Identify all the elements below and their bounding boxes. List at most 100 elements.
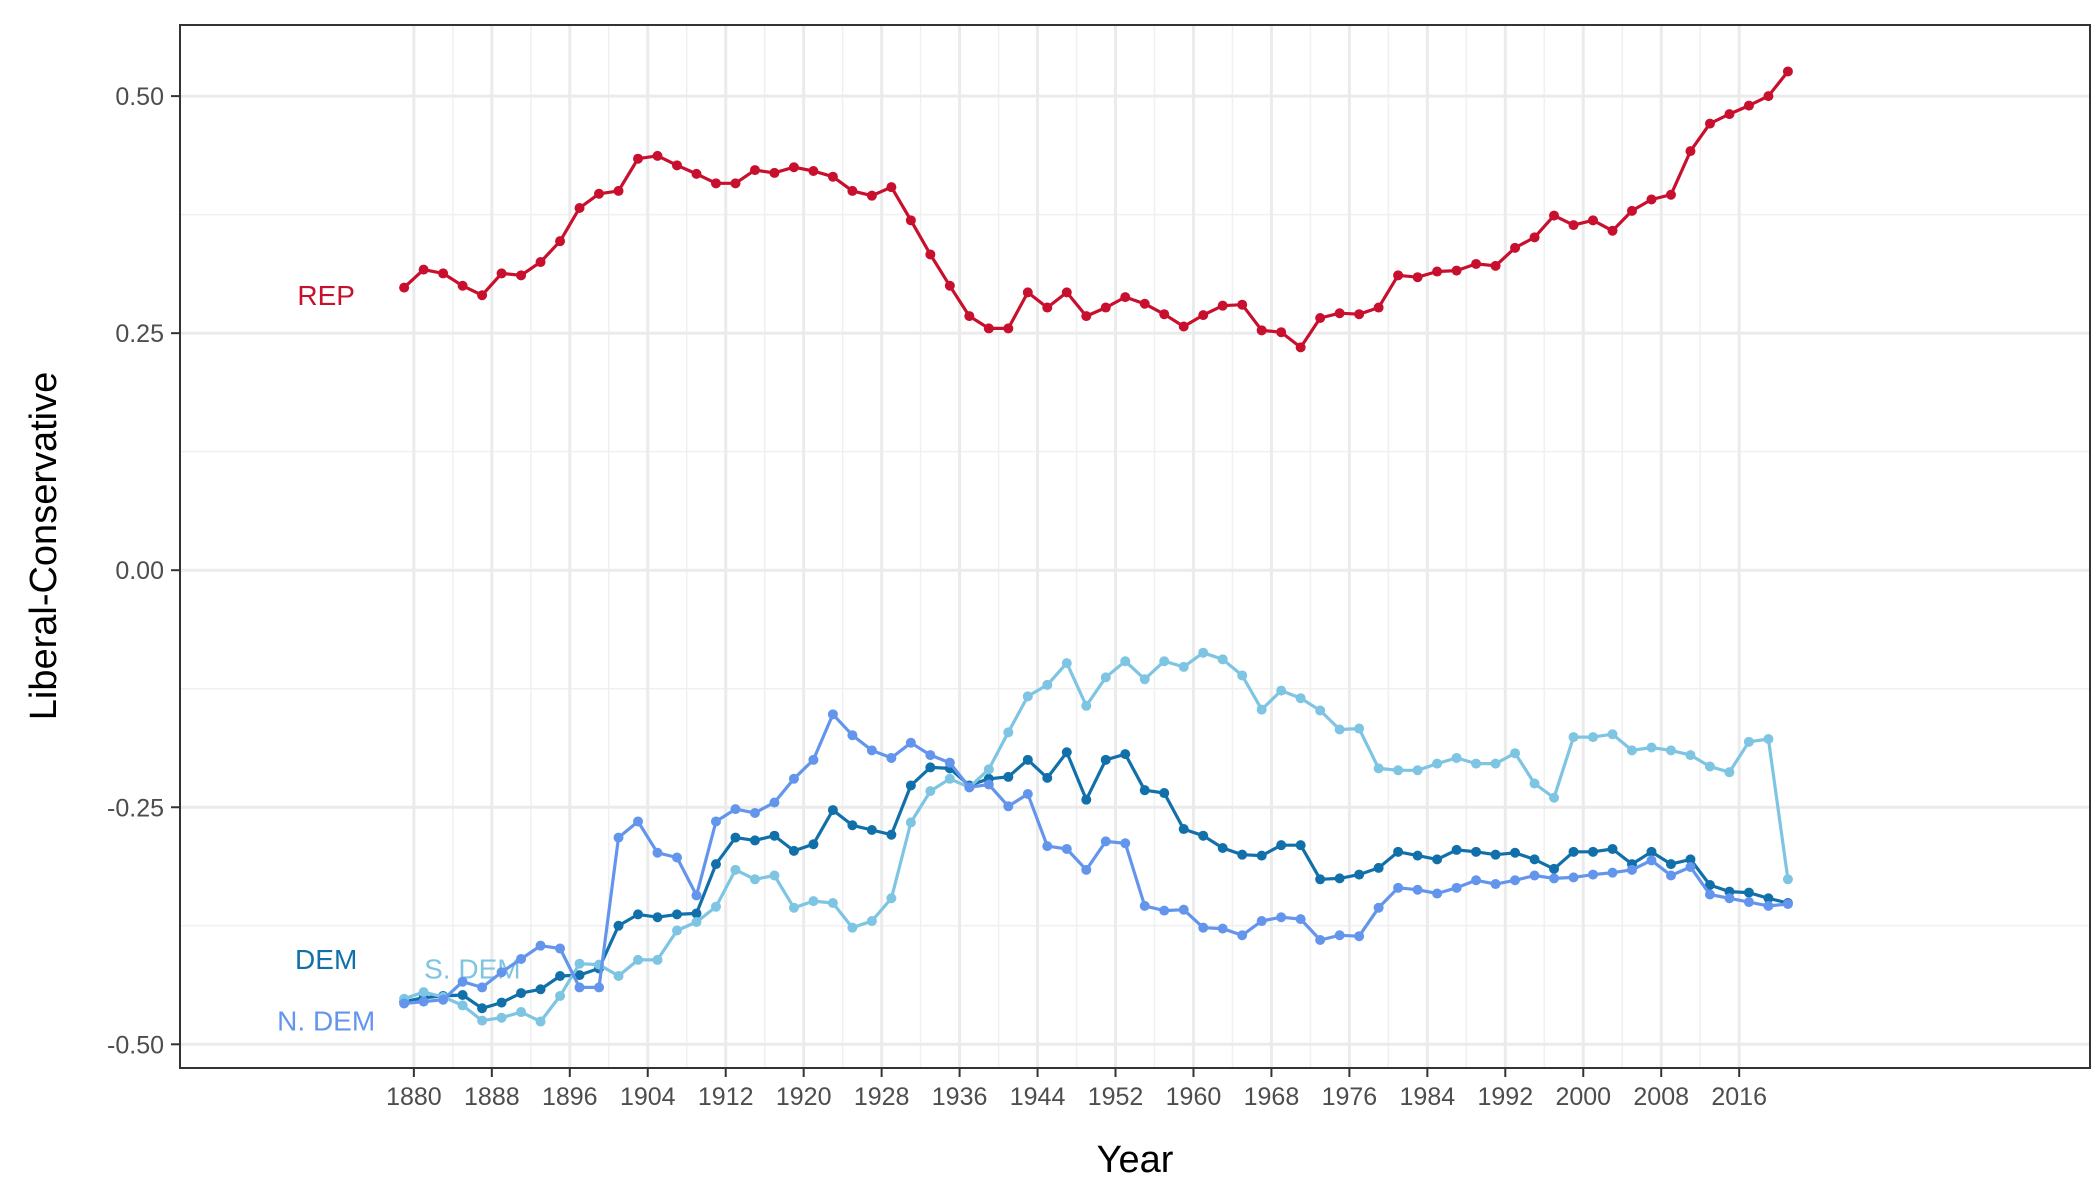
data-point-rep — [1237, 299, 1248, 310]
data-point-dem — [1529, 854, 1540, 865]
data-point-rep — [1022, 287, 1033, 298]
data-point-rep — [1295, 342, 1306, 353]
data-point-rep — [1588, 215, 1599, 226]
axis-ticks: 0.50 0.25 0.00 -0.25 -0.50 1880 1888 1896 1904 19… — [107, 83, 1767, 1111]
data-point-n-dem — [1334, 930, 1345, 941]
data-point-n-dem — [399, 998, 410, 1009]
data-point-rep — [769, 167, 780, 178]
data-point-dem — [1217, 843, 1228, 854]
data-point-dem — [1139, 785, 1150, 796]
data-point-dem — [769, 830, 780, 841]
data-point-s-dem — [1704, 761, 1715, 772]
data-point-s-dem — [1315, 705, 1326, 716]
x-tick-label: 2016 — [1711, 1083, 1767, 1111]
data-point-rep — [574, 202, 585, 213]
data-point-rep — [1373, 302, 1384, 313]
data-point-s-dem — [1061, 658, 1072, 669]
data-point-dem — [1743, 887, 1754, 898]
data-point-dem — [1256, 850, 1267, 861]
data-point-rep — [516, 270, 527, 281]
data-point-s-dem — [847, 922, 858, 933]
data-point-n-dem — [1782, 898, 1793, 909]
data-point-n-dem — [1724, 893, 1735, 904]
data-point-s-dem — [1042, 679, 1053, 690]
data-point-n-dem — [730, 804, 741, 815]
data-point-dem — [1588, 846, 1599, 857]
x-tick-label: 1896 — [542, 1083, 598, 1111]
data-point-n-dem — [1529, 870, 1540, 881]
series-rep: REP — [297, 66, 1793, 353]
data-point-n-dem — [808, 754, 819, 765]
data-point-s-dem — [1763, 733, 1774, 744]
data-point-rep — [710, 178, 721, 189]
data-point-s-dem — [1607, 729, 1618, 740]
data-point-rep — [1568, 220, 1579, 231]
data-point-rep — [1451, 265, 1462, 276]
data-point-n-dem — [749, 807, 760, 818]
data-point-n-dem — [652, 847, 663, 858]
data-point-dem — [886, 829, 897, 840]
data-point-rep — [535, 257, 546, 268]
data-point-rep — [1081, 311, 1092, 322]
data-point-rep — [594, 188, 605, 199]
data-point-s-dem — [691, 916, 702, 927]
x-tick-label: 1968 — [1244, 1083, 1300, 1111]
data-point-n-dem — [594, 982, 605, 993]
data-point-n-dem — [1626, 864, 1637, 875]
data-point-s-dem — [496, 1012, 507, 1023]
data-point-dem — [1003, 771, 1014, 782]
data-point-rep — [1354, 309, 1365, 320]
y-tick-label: -0.25 — [107, 794, 164, 822]
minor-gridlines — [180, 25, 2090, 1068]
data-point-n-dem — [1451, 882, 1462, 893]
data-point-n-dem — [866, 745, 877, 756]
data-point-n-dem — [788, 773, 799, 784]
x-tick-label: 1992 — [1477, 1083, 1533, 1111]
data-point-n-dem — [1607, 867, 1618, 878]
data-point-dem — [866, 825, 877, 836]
data-point-s-dem — [1081, 700, 1092, 711]
data-point-s-dem — [1743, 736, 1754, 747]
data-point-s-dem — [1022, 691, 1033, 702]
data-point-s-dem — [905, 817, 916, 828]
data-point-s-dem — [535, 1016, 546, 1027]
data-point-rep — [808, 166, 819, 177]
data-point-dem — [1042, 772, 1053, 783]
data-point-n-dem — [1646, 855, 1657, 866]
data-point-rep — [1704, 118, 1715, 129]
series-label-n-dem: N. DEM — [277, 1006, 375, 1037]
data-point-n-dem — [1295, 914, 1306, 925]
data-point-s-dem — [1490, 758, 1501, 769]
data-point-dem — [1490, 849, 1501, 860]
data-point-n-dem — [1256, 916, 1267, 927]
data-point-rep — [1432, 266, 1443, 277]
data-point-rep — [1334, 308, 1345, 319]
data-point-rep — [1003, 323, 1014, 334]
data-point-s-dem — [866, 916, 877, 927]
data-point-rep — [1782, 66, 1793, 77]
data-point-s-dem — [1100, 672, 1111, 683]
data-point-s-dem — [477, 1015, 488, 1026]
data-point-rep — [1490, 260, 1501, 271]
data-point-dem — [671, 909, 682, 920]
data-point-n-dem — [905, 737, 916, 748]
data-point-n-dem — [1743, 897, 1754, 908]
data-point-rep — [925, 249, 936, 260]
data-point-s-dem — [1451, 752, 1462, 763]
data-point-dem — [1373, 862, 1384, 873]
data-point-dem — [1685, 854, 1696, 865]
data-point-s-dem — [1529, 778, 1540, 789]
data-point-dem — [1198, 830, 1209, 841]
x-tick-label: 2000 — [1555, 1083, 1611, 1111]
data-point-dem — [1159, 788, 1170, 799]
data-point-dem — [1471, 846, 1482, 857]
data-point-s-dem — [769, 870, 780, 881]
data-point-dem — [1549, 863, 1560, 874]
data-point-rep — [1412, 272, 1423, 283]
data-point-rep — [730, 178, 741, 189]
data-point-dem — [555, 971, 566, 982]
data-point-s-dem — [1393, 765, 1404, 776]
data-point-dem — [808, 839, 819, 850]
data-point-n-dem — [1432, 888, 1443, 899]
data-point-s-dem — [1549, 792, 1560, 803]
